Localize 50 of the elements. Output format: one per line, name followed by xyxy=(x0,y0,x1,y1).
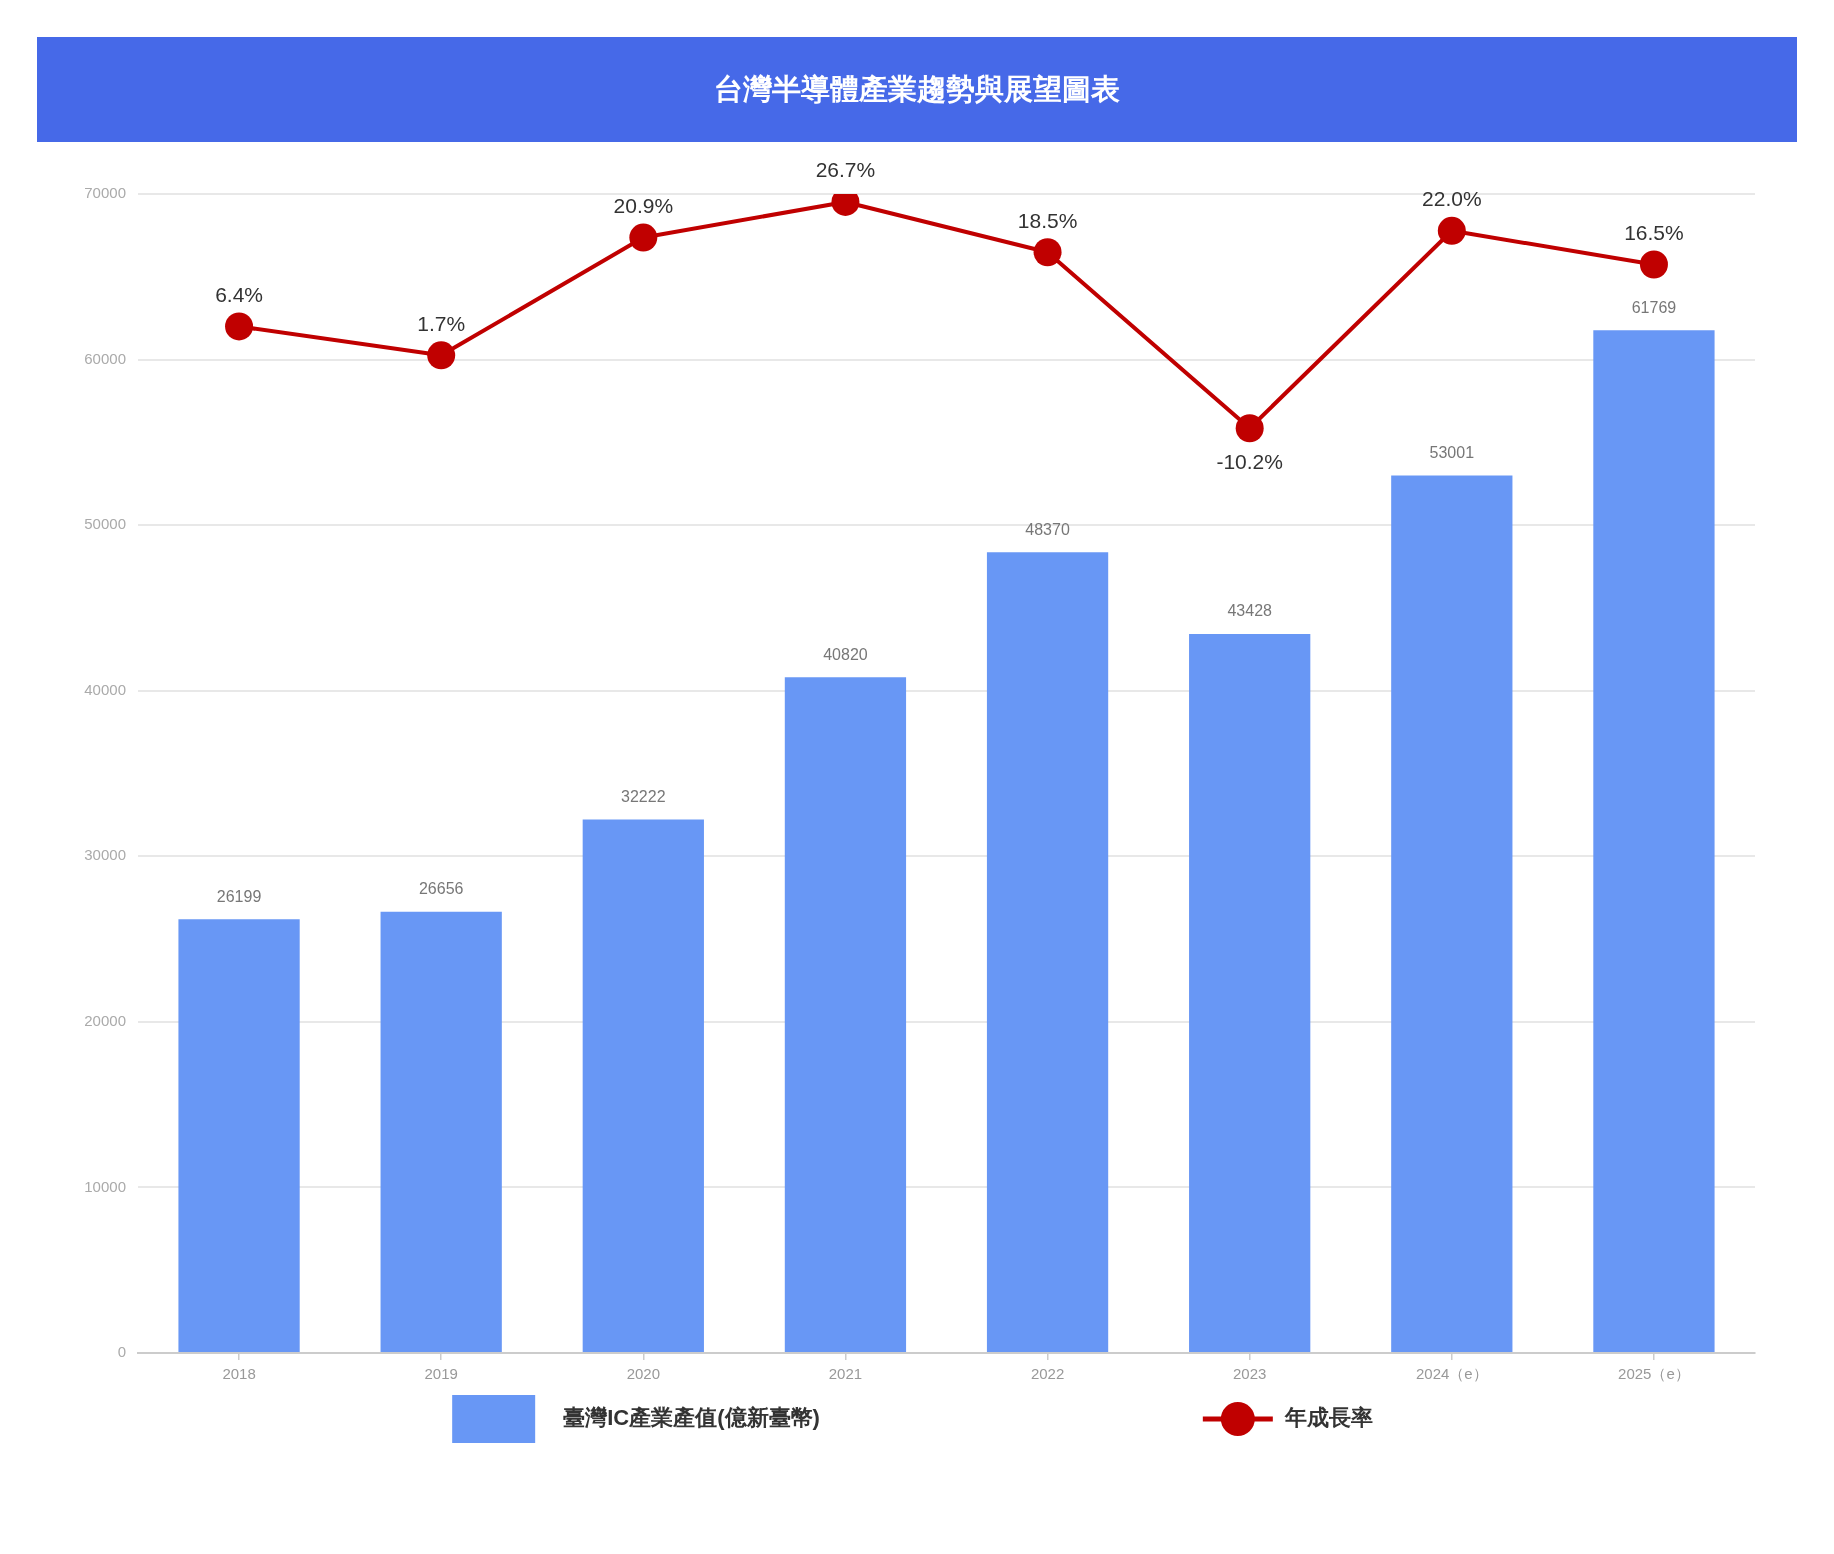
y-tick-label: 60000 xyxy=(84,349,126,367)
data-label: 26199 xyxy=(216,887,262,905)
x-tick-label: 2020 xyxy=(626,1365,660,1383)
legend-label: 年成長率 xyxy=(1283,1405,1373,1431)
data-label: 48370 xyxy=(1025,520,1070,538)
point xyxy=(1639,250,1668,279)
x-tick-label: 2018 xyxy=(222,1365,256,1383)
data-label: 53001 xyxy=(1429,443,1475,461)
data-label: 43428 xyxy=(1227,602,1273,620)
point xyxy=(427,341,456,370)
data-label: 1.7% xyxy=(417,311,466,335)
y-tick-label: 30000 xyxy=(84,846,126,864)
y-tick-label: 20000 xyxy=(84,1012,126,1029)
data-label: 40820 xyxy=(823,645,868,663)
y-tick-label: 10000 xyxy=(84,1177,126,1195)
data-label: 26.7% xyxy=(815,158,876,182)
x-tick-label: 2022 xyxy=(1030,1365,1065,1383)
x-tick-label: 2024（e） xyxy=(1415,1365,1488,1383)
point xyxy=(1033,238,1062,267)
bar xyxy=(380,911,502,1352)
x-tick-label: 2023 xyxy=(1233,1365,1267,1383)
data-label: 20.9% xyxy=(613,193,674,217)
data-label: 18.5% xyxy=(1017,208,1078,232)
data-label: 32222 xyxy=(621,787,666,805)
x-tick-label: 2019 xyxy=(424,1365,458,1383)
point xyxy=(1235,414,1264,443)
point xyxy=(629,223,658,252)
data-label: 16.5% xyxy=(1624,220,1684,244)
point xyxy=(225,312,254,341)
bar xyxy=(1593,330,1715,1352)
bar xyxy=(784,677,907,1352)
data-label: 22.0% xyxy=(1422,187,1482,211)
bar xyxy=(582,819,704,1352)
legend-label: 臺灣IC產業產值(億新臺幣) xyxy=(563,1405,820,1431)
y-tick-label: 40000 xyxy=(84,680,126,698)
point xyxy=(1437,216,1466,245)
y-tick-label: 70000 xyxy=(84,184,126,202)
chart-title: 台灣半導體產業趨勢與展望圖表 xyxy=(714,71,1120,107)
data-label: 26656 xyxy=(418,880,464,898)
y-tick-label: 0 xyxy=(117,1343,126,1361)
bar xyxy=(178,919,300,1352)
x-tick-label: 2021 xyxy=(828,1365,863,1383)
y-tick-label: 50000 xyxy=(84,515,126,533)
bar xyxy=(1391,475,1513,1352)
data-label: 6.4% xyxy=(215,282,263,306)
data-label: 61769 xyxy=(1631,298,1677,316)
data-label: -10.2% xyxy=(1216,449,1283,473)
x-tick-label: 2025（e） xyxy=(1618,1365,1690,1383)
bar xyxy=(1189,633,1311,1352)
bar xyxy=(986,552,1109,1352)
